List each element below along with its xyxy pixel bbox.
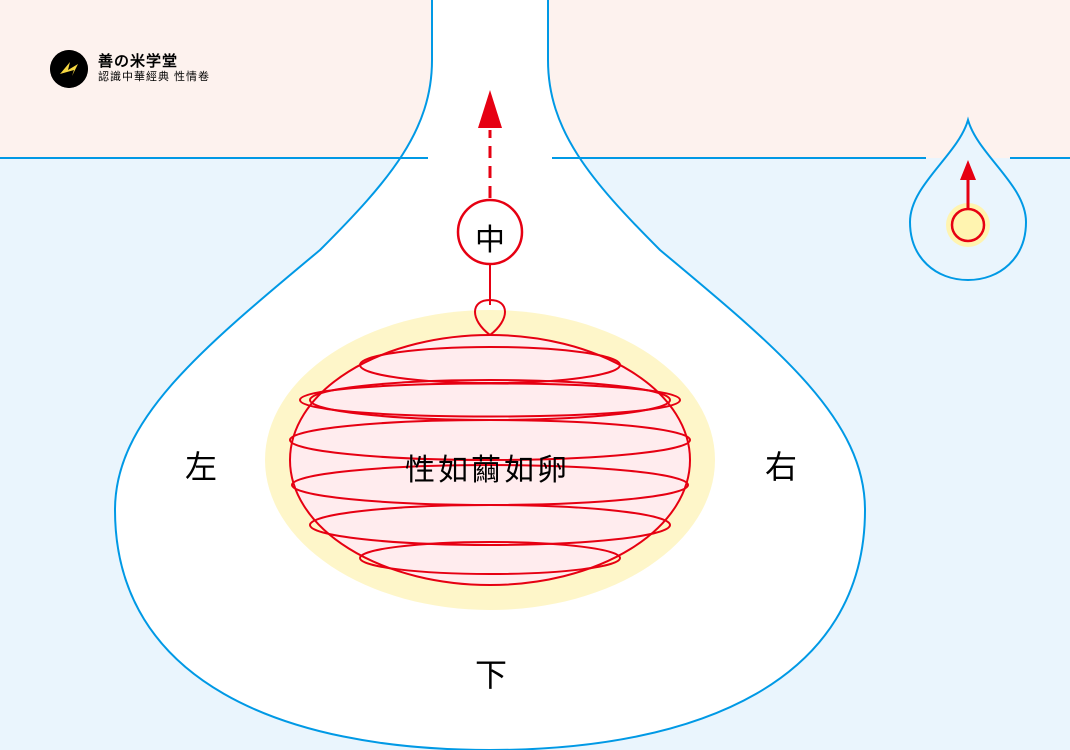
logo-block: 善の米学堂 認識中華經典 性情卷 — [50, 50, 210, 88]
diagram-svg — [0, 0, 1070, 750]
label-right: 右 — [765, 442, 797, 488]
diagram-canvas: 善の米学堂 認識中華經典 性情卷 中 左 右 下 性如繭如卵 — [0, 0, 1070, 750]
logo-text: 善の米学堂 認識中華經典 性情卷 — [98, 53, 210, 84]
logo-subtitle: 認識中華經典 性情卷 — [98, 71, 210, 84]
logo-title: 善の米学堂 — [98, 53, 210, 71]
label-bottom: 下 — [475, 650, 507, 696]
label-left: 左 — [185, 442, 217, 488]
label-zhong: 中 — [475, 215, 505, 259]
cocoon-text: 性如繭如卵 — [405, 445, 570, 489]
logo-icon — [50, 50, 88, 88]
